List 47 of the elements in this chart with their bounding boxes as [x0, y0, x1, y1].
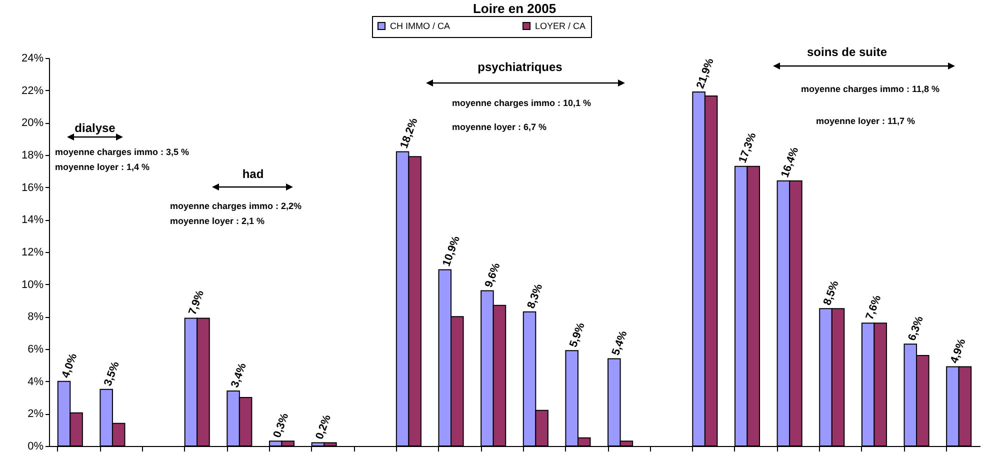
y-tick-label: 6% — [28, 344, 44, 356]
data-label: 7,6% — [864, 294, 884, 322]
y-tick-label: 0% — [28, 440, 44, 452]
y-tick-label: 14% — [21, 214, 44, 226]
data-label: 5,9% — [568, 321, 588, 349]
y-tick-label: 18% — [21, 150, 44, 162]
data-label: 3,5% — [102, 360, 122, 388]
data-label: 4,9% — [948, 337, 968, 366]
data-label: 16,4% — [779, 146, 802, 180]
annotation: moyenne loyer : 11,7 % — [816, 116, 916, 126]
y-tick-label: 24% — [21, 52, 44, 64]
y-tick-label: 2% — [28, 408, 44, 420]
annotation: moyenne loyer : 2,1 % — [170, 216, 265, 226]
annotation: moyenne charges immo : 2,2% — [170, 201, 302, 211]
annotation: moyenne charges immo : 11,8 % — [801, 84, 940, 94]
annotation: moyenne loyer : 1,4 % — [55, 162, 150, 172]
data-label: 7,9% — [186, 288, 207, 317]
legend-label: CH IMMO / CA — [390, 20, 450, 31]
y-tick-label: 20% — [21, 117, 44, 130]
y-tick-label: 4% — [28, 376, 44, 388]
annotation: psychiatriques — [478, 60, 563, 74]
data-label: 3,4% — [229, 361, 249, 390]
annotation: had — [242, 167, 264, 181]
data-label: 0,3% — [271, 412, 292, 440]
y-tick-label: 10% — [21, 278, 44, 291]
data-label: 0,2% — [314, 413, 334, 442]
data-label: 9,6% — [482, 261, 503, 290]
data-label: 8,5% — [821, 279, 842, 307]
annotation: dialyse — [74, 121, 116, 135]
data-label: 10,9% — [440, 234, 463, 268]
data-label: 6,3% — [906, 314, 926, 342]
y-tick-label: 22% — [21, 84, 44, 97]
data-label: 5,4% — [610, 329, 630, 357]
chart-title: Loire en 2005 — [472, 1, 556, 16]
data-label: 8,3% — [525, 282, 546, 310]
legend-label: LOYER / CA — [535, 20, 586, 31]
data-label: 17,3% — [736, 130, 759, 165]
y-tick-label: 16% — [21, 182, 44, 194]
annotation: soins de suite — [806, 45, 888, 59]
annotation: moyenne loyer : 6,7 % — [452, 122, 547, 132]
annotation: moyenne charges immo : 10,1 % — [452, 98, 592, 108]
data-label: 21,9% — [694, 56, 717, 90]
y-tick-label: 8% — [28, 311, 44, 324]
y-tick-label: 12% — [21, 246, 44, 258]
data-label: 4,0% — [60, 352, 80, 380]
data-label: 18,2% — [398, 116, 420, 150]
annotation: moyenne charges immo : 3,5 % — [55, 147, 190, 157]
